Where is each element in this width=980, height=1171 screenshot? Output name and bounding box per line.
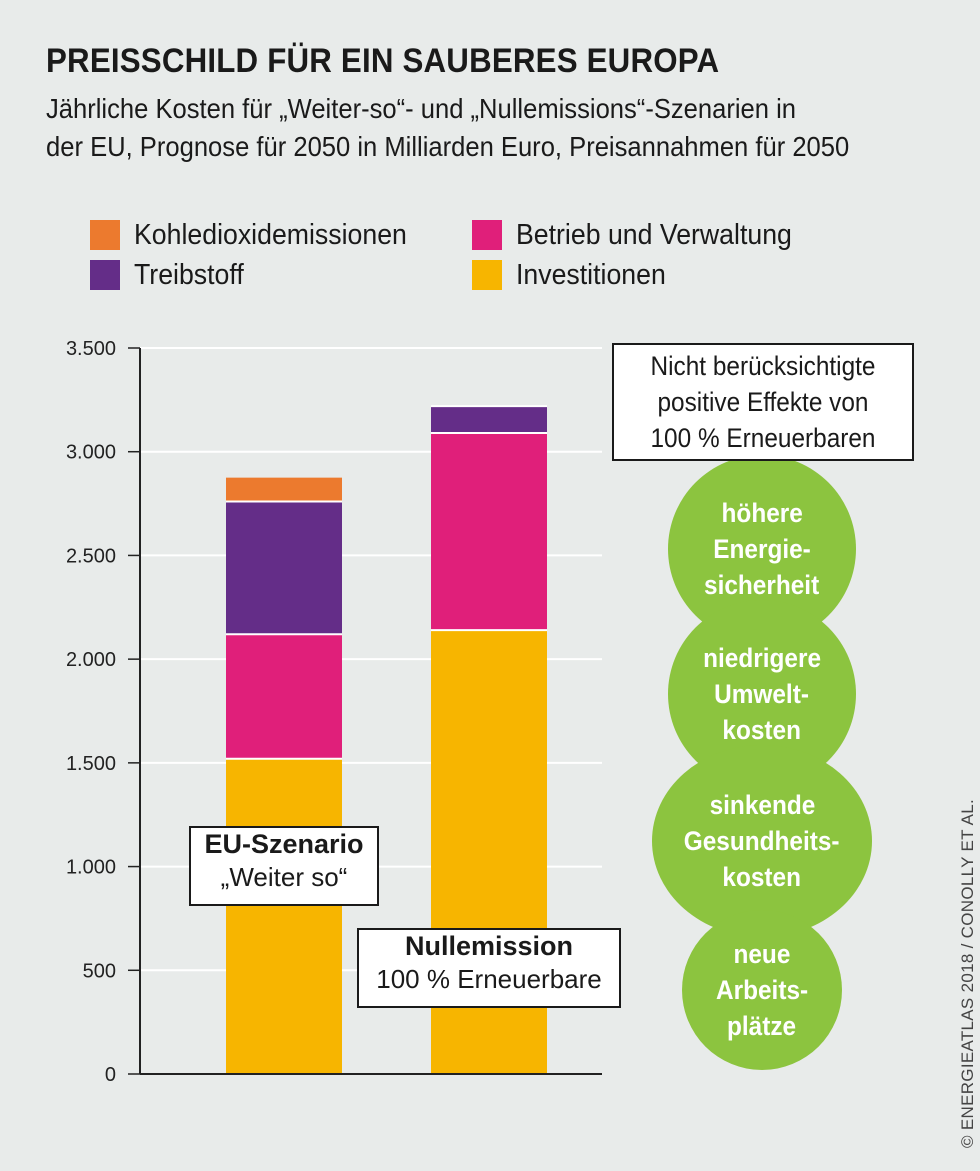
effects-header-box: Nicht berücksichtigte positive Effekte v…: [612, 343, 914, 461]
legend-item-kohledioxid: Kohledioxidemissionen: [90, 218, 431, 251]
bar-label-nullemission: Nullemission 100 % Erneuerbare: [357, 928, 621, 1008]
subtitle-line-2: der EU, Prognose für 2050 in Milliarden …: [46, 131, 850, 162]
credit-text: ENERGIEATLAS 2018 / CONOLLY ET AL.: [958, 798, 977, 1131]
source-credit: © ENERGIEATLAS 2018 / CONOLLY ET AL.: [958, 799, 978, 1148]
subtitle-line-1: Jährliche Kosten für „Weiter-so“- und „N…: [46, 93, 797, 124]
bubble-line: sinkende: [709, 790, 815, 820]
bar-segment: [431, 406, 547, 434]
bubble-line: neue: [733, 939, 791, 969]
legend-swatch: [90, 220, 120, 250]
bar-segment: [226, 477, 342, 502]
y-tick-label: 500: [83, 960, 116, 982]
y-tick-label: 1.500: [66, 753, 116, 775]
effect-bubble-arbeitsplaetze: neue Arbeits- plätze: [682, 910, 842, 1070]
copyright-icon: ©: [958, 1135, 977, 1148]
y-tick-label: 3.000: [66, 442, 116, 464]
bubble-line: Umwelt-: [714, 679, 810, 709]
bar-segment: [226, 634, 342, 759]
bubble-line: sicherheit: [704, 570, 820, 600]
bubble-line: plätze: [727, 1011, 797, 1041]
effects-header-line: Nicht berücksichtigte: [650, 351, 876, 381]
effect-bubble-gesundheitskosten: sinkende Gesundheits- kosten: [652, 745, 872, 937]
bubble-line: höhere: [721, 498, 803, 528]
bar-label-weiter-so: EU-Szenario „Weiter so“: [189, 826, 379, 906]
bar-segment: [226, 758, 342, 1074]
bar-label-normal: 100 % Erneuerbare: [376, 964, 602, 994]
y-tick-label: 1.000: [66, 857, 116, 879]
legend-label: Betrieb und Verwaltung: [516, 218, 792, 251]
legend-swatch: [472, 260, 502, 290]
bar-label-strong: Nullemission: [404, 931, 574, 961]
bubble-line: niedrigere: [703, 643, 821, 673]
bar-label-strong: EU-Szenario: [204, 829, 364, 859]
y-tick-label: 0: [105, 1064, 116, 1086]
bar-label-normal: „Weiter so“: [220, 862, 348, 892]
bubble-line: kosten: [722, 862, 802, 892]
legend-swatch: [90, 260, 120, 290]
bar-segment: [431, 433, 547, 631]
chart-subtitle: Jährliche Kosten für „Weiter-so“- und „N…: [46, 90, 883, 166]
bubble-line: Energie-: [713, 534, 811, 564]
effect-bubble-energiesicherheit: höhere Energie- sicherheit: [668, 455, 856, 643]
legend-label: Treibstoff: [134, 258, 244, 291]
effects-header-line: positive Effekte von: [657, 387, 869, 417]
legend-item-betrieb: Betrieb und Verwaltung: [472, 218, 816, 251]
legend-item-treibstoff: Treibstoff: [90, 258, 253, 291]
chart-title: PREISSCHILD FÜR EIN SAUBERES EUROPA: [46, 42, 720, 80]
y-tick-label: 2.500: [66, 545, 116, 567]
legend-label: Kohledioxidemissionen: [134, 218, 407, 251]
y-tick-label: 2.000: [66, 649, 116, 671]
bubble-line: Gesundheits-: [684, 826, 840, 856]
legend-swatch: [472, 220, 502, 250]
effects-header-line: 100 % Erneuerbaren: [650, 423, 876, 453]
y-tick-label: 3.500: [66, 338, 116, 360]
bubble-line: Arbeits-: [715, 975, 809, 1005]
bar-segment: [226, 501, 342, 635]
legend-label: Investitionen: [516, 258, 666, 291]
bubble-line: kosten: [722, 715, 802, 745]
legend-item-investitionen: Investitionen: [472, 258, 679, 291]
